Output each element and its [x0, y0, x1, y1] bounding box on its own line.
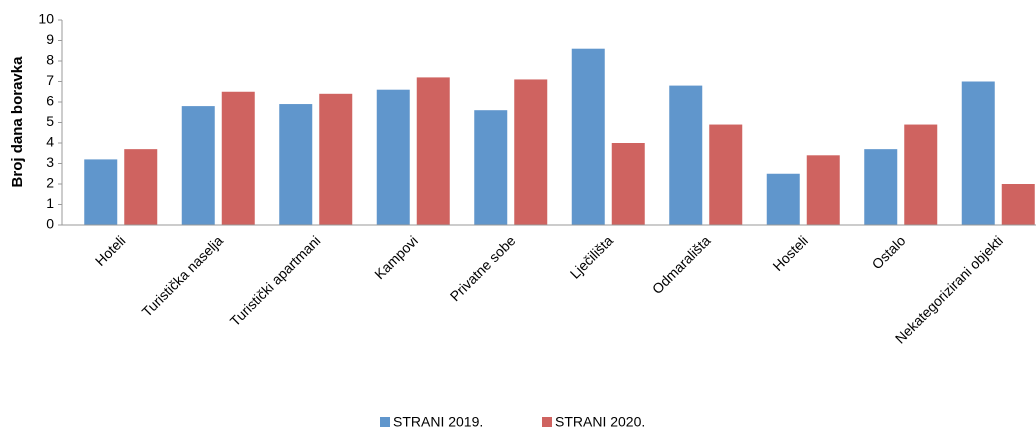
legend-swatch — [380, 417, 390, 427]
y-tick-label: 7 — [46, 72, 54, 88]
x-tick-label: Ostalo — [869, 232, 909, 272]
legend-swatch — [542, 417, 552, 427]
bar — [1001, 184, 1035, 225]
y-tick-label: 8 — [46, 52, 54, 68]
bar — [416, 77, 450, 226]
y-tick-label: 4 — [46, 134, 54, 150]
x-tick-label: Hoteli — [92, 232, 129, 269]
bar — [669, 85, 703, 225]
bar — [474, 110, 508, 225]
y-tick-label: 0 — [46, 216, 54, 232]
x-tick-label: Nekategorizirani objekti — [892, 232, 1006, 346]
x-tick-label: Turistički apartmani — [227, 232, 324, 329]
legend-label: STRANI 2019. — [393, 414, 483, 430]
y-tick-label: 3 — [46, 154, 54, 170]
y-tick-label: 1 — [46, 195, 54, 211]
x-tick-label: Lječilišta — [567, 232, 616, 281]
x-tick-label: Kampovi — [371, 232, 421, 282]
bar — [766, 173, 800, 225]
y-tick-label: 6 — [46, 93, 54, 109]
bar — [221, 91, 255, 225]
bar — [709, 124, 743, 225]
y-tick-label: 5 — [46, 113, 54, 129]
legend-label: STRANI 2020. — [555, 414, 645, 430]
y-tick-label: 9 — [46, 31, 54, 47]
y-axis-label: Broj dana boravka — [9, 56, 26, 188]
x-tick-label: Odmarališta — [649, 232, 714, 297]
bar — [904, 124, 938, 225]
x-tick-label: Privatne sobe — [447, 232, 519, 304]
x-tick-label: Hosteli — [769, 232, 811, 274]
y-tick-label: 2 — [46, 175, 54, 191]
bar — [84, 159, 118, 225]
x-tick-label: Turistička naselja — [139, 232, 227, 320]
bar — [571, 48, 605, 226]
bar — [961, 81, 995, 225]
bar — [124, 149, 158, 225]
bar — [376, 89, 410, 225]
bar — [319, 93, 353, 225]
bar — [181, 106, 215, 225]
y-tick-label: 10 — [38, 11, 54, 27]
bar — [611, 143, 645, 225]
bar — [864, 149, 898, 225]
bar — [279, 104, 313, 225]
bar — [806, 155, 840, 225]
bar — [514, 79, 548, 225]
